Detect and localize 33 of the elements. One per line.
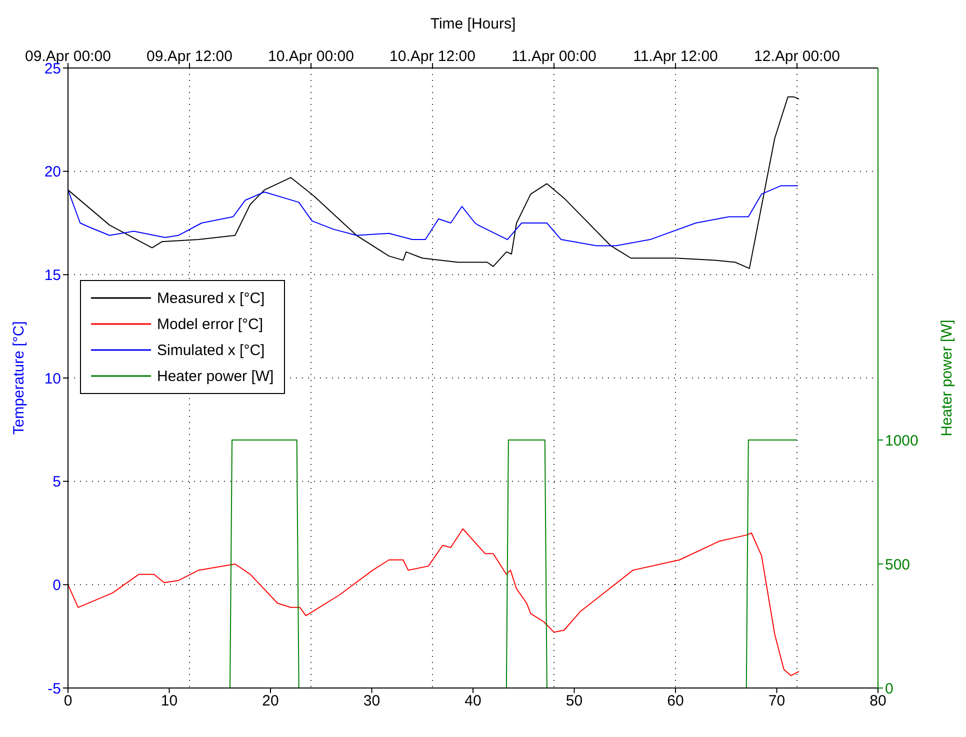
line-series [68,528,800,676]
x-tick-label: 20 [262,692,279,710]
legend-label: Model error [°C] [157,316,264,332]
legend-label: Measured x [°C] [157,290,265,306]
legend-label: Simulated x [°C] [157,342,265,358]
x-tick-label: 40 [464,692,482,710]
y-tick-label: 0 [52,576,61,594]
x2-tick-label: 10.Apr 00:00 [268,48,354,65]
x-tick-label: 80 [870,692,886,710]
x2-tick-label: 10.Apr 12:00 [390,48,476,65]
x2-tick-label: 09.Apr 12:00 [146,48,232,65]
line-series [68,185,799,246]
y2-axis-title: Heater power [W] [938,320,956,436]
y2-tick-label: 1000 [885,432,918,450]
x-tick-label: 0 [64,692,72,710]
x2-tick-label: 12.Apr 00:00 [754,48,840,65]
x-tick-label: 10 [160,692,178,710]
y-tick-label: 20 [44,164,61,181]
x-tick-label: 30 [363,692,380,710]
y-tick-label: 15 [44,266,61,284]
x2-axis-title: Time [Hours] [430,16,516,33]
x2-tick-label: 11.Apr 12:00 [633,48,718,65]
x-tick-label: 70 [768,692,786,710]
y-axis-title: Temperature [°C] [10,321,28,435]
y-tick-label: 10 [44,370,61,388]
legend-label: Heater power [W] [157,368,274,384]
y2-tick-label: 0 [885,680,894,698]
y-tick-label: -5 [48,680,61,698]
x-tick-label: 60 [667,692,684,710]
x-tick-label: 50 [566,692,583,710]
x2-tick-label: 11.Apr 00:00 [512,48,596,65]
y-tick-label: 5 [52,474,61,491]
y2-tick-label: 500 [885,556,910,574]
